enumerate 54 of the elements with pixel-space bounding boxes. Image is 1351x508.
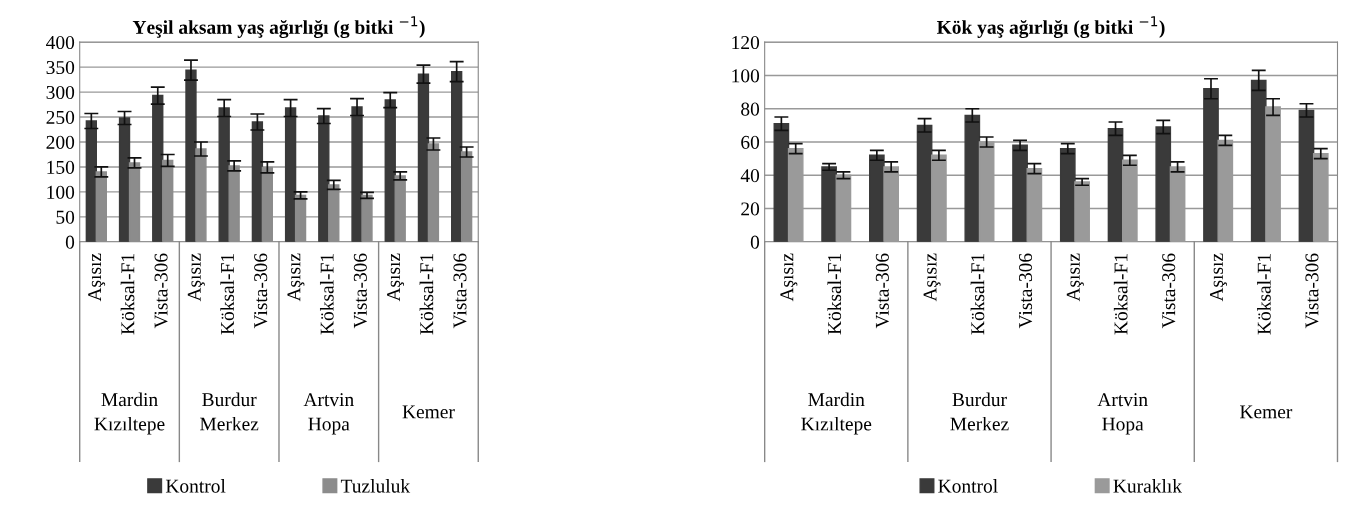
y-tick-label: 40 [740, 169, 760, 183]
text: Artvin Hopa [303, 393, 354, 435]
x-tick-label: Aşısız [1066, 253, 1084, 302]
x-tick-label: Köksal-F1 [419, 254, 434, 335]
x-tick-label: Köksal-F1 [970, 254, 985, 335]
text: Mardin Kızıltepe [94, 392, 165, 435]
x-tick-label: Aşısız [88, 253, 106, 302]
x-tick-label: Vista-306 [875, 253, 889, 329]
y-tick-label: 350 [46, 60, 75, 75]
x-tick-label: Köksal-F1 [220, 254, 235, 335]
y-tick-label: 0 [750, 235, 760, 249]
x-tick-label: Aşısız [287, 253, 305, 302]
x-tick-label: Vista-306 [254, 253, 268, 329]
y-tick-label: 100 [47, 185, 75, 199]
x-tick-label: Aşısız [780, 253, 798, 302]
x-tick-label: Vista-306 [1305, 253, 1319, 329]
text: Burdur Merkez [950, 392, 1009, 431]
y-tick-label: 100 [732, 69, 760, 83]
y-tick-label: 400 [46, 35, 75, 50]
y-tick-label: 60 [741, 135, 760, 149]
legend-label: Kontrol [938, 479, 998, 493]
text: Kemer [402, 405, 455, 419]
y-tick-label: 50 [56, 210, 75, 224]
text: Artvin Hopa [1097, 393, 1148, 435]
y-tick-label: 200 [46, 135, 75, 149]
x-tick-label: Aşısız [187, 253, 205, 302]
x-tick-label: Vista-306 [353, 253, 367, 329]
legend-label: Tuzluluk [340, 479, 411, 493]
x-tick-label: Köksal-F1 [1257, 254, 1271, 335]
chart-title: Yeşil aksam yaş ağırlığı (g bitki $^{−1}$) [132, 16, 425, 38]
x-tick-label: Köksal-F1 [1113, 254, 1128, 335]
x-tick-label: Vista-306 [1018, 253, 1033, 329]
y-tick-label: 300 [46, 85, 75, 100]
y-tick-label: 250 [46, 110, 75, 124]
text: Mardin Kızıltepe [801, 392, 872, 435]
y-tick-label: 120 [732, 35, 760, 50]
y-tick-label: 150 [47, 160, 75, 174]
x-tick-label: Aşısız [1209, 253, 1227, 302]
text: Kemer [1239, 405, 1293, 419]
x-tick-label: Vista-306 [453, 253, 467, 329]
y-tick-label: 80 [741, 102, 760, 116]
x-tick-label: Vista-306 [1162, 253, 1176, 329]
y-tick-label: 0 [65, 235, 75, 249]
chart-title: Kök yaş ağırlığı (g bitki $^{−1}$) [936, 16, 1165, 38]
text: Burdur Merkez [200, 392, 259, 431]
legend-label: Kuraklık [1113, 479, 1182, 493]
x-tick-label: Köksal-F1 [120, 254, 135, 335]
x-tick-label: Köksal-F1 [827, 254, 842, 335]
x-tick-label: Köksal-F1 [319, 254, 334, 335]
legend-label: Kontrol [165, 479, 226, 493]
x-tick-label: Aşısız [387, 253, 405, 302]
y-tick-label: 20 [741, 202, 760, 216]
x-tick-label: Aşısız [923, 253, 941, 302]
x-tick-label: Vista-306 [154, 253, 168, 329]
